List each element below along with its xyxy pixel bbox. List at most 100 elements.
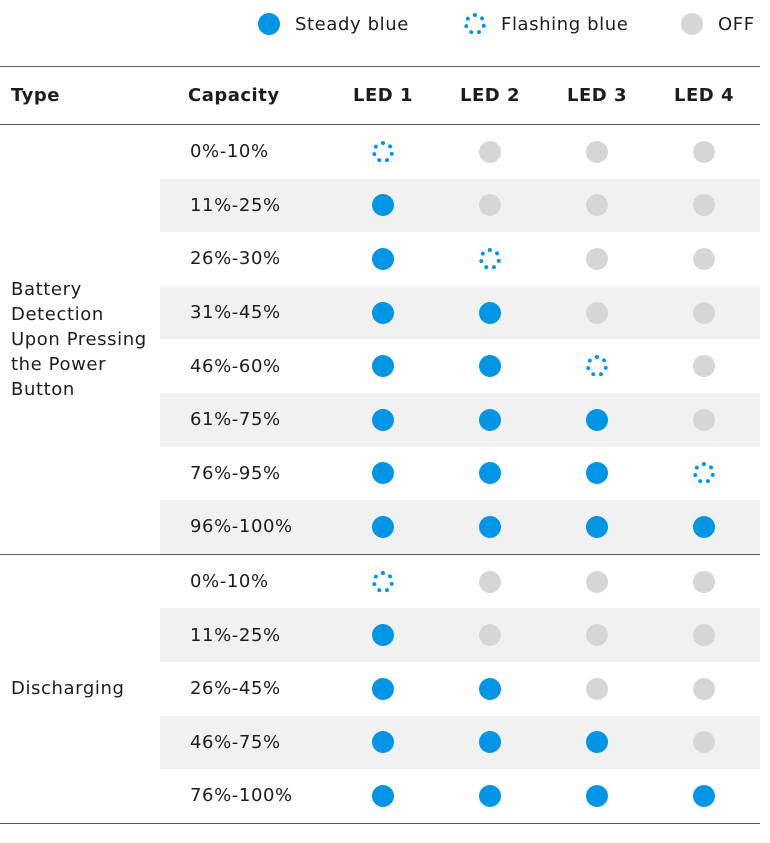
capacity-cell: 11%-25% bbox=[190, 624, 281, 646]
off-icon bbox=[693, 677, 715, 700]
led2-cell bbox=[460, 179, 520, 233]
table-row: 46%-75% bbox=[160, 715, 760, 770]
capacity-cell: 26%-45% bbox=[190, 678, 281, 700]
led3-cell bbox=[567, 662, 627, 716]
off-icon bbox=[693, 570, 715, 593]
led4-cell bbox=[674, 393, 734, 447]
off-icon bbox=[586, 570, 608, 593]
off-icon bbox=[479, 570, 501, 593]
led3-cell bbox=[567, 179, 627, 233]
off-icon bbox=[586, 677, 608, 700]
capacity-cell: 11%-25% bbox=[190, 194, 281, 216]
steady-blue-icon bbox=[479, 301, 501, 324]
led1-cell bbox=[353, 179, 413, 233]
off-icon bbox=[586, 140, 608, 163]
steady-blue-icon bbox=[372, 462, 394, 485]
off-icon bbox=[693, 408, 715, 431]
off-icon bbox=[586, 247, 608, 270]
capacity-cell: 96%-100% bbox=[190, 516, 293, 538]
steady-blue-icon bbox=[693, 784, 715, 807]
led3-cell bbox=[567, 716, 627, 770]
table-group: Battery Detection Upon Pressing the Powe… bbox=[0, 125, 760, 555]
steady-blue-icon bbox=[372, 408, 394, 431]
flashing-blue-icon bbox=[586, 355, 608, 378]
led1-cell bbox=[353, 716, 413, 770]
led2-cell bbox=[460, 608, 520, 662]
off-icon bbox=[479, 194, 501, 217]
led1-cell bbox=[353, 555, 413, 609]
table-row: 26%-45% bbox=[160, 662, 760, 716]
led2-cell bbox=[460, 125, 520, 179]
off-icon bbox=[693, 355, 715, 378]
table-row: 31%-45% bbox=[160, 285, 760, 340]
led4-cell bbox=[674, 716, 734, 770]
led2-cell bbox=[460, 500, 520, 554]
steady-blue-icon bbox=[586, 515, 608, 538]
off-icon bbox=[693, 247, 715, 270]
flashing-blue-icon bbox=[464, 13, 486, 35]
flashing-blue-icon bbox=[479, 247, 501, 270]
led4-cell bbox=[674, 179, 734, 233]
capacity-cell: 31%-45% bbox=[190, 302, 281, 324]
steady-blue-icon bbox=[586, 731, 608, 754]
steady-blue-icon bbox=[479, 355, 501, 378]
led1-cell bbox=[353, 232, 413, 286]
led3-cell bbox=[567, 286, 627, 340]
capacity-cell: 46%-75% bbox=[190, 731, 281, 753]
steady-blue-icon bbox=[372, 194, 394, 217]
led2-cell bbox=[460, 286, 520, 340]
led2-cell bbox=[460, 555, 520, 609]
steady-blue-icon bbox=[586, 462, 608, 485]
legend-flashing: Flashing blue bbox=[464, 10, 628, 38]
header-led3: LED 3 bbox=[567, 85, 627, 106]
capacity-cell: 76%-95% bbox=[190, 462, 281, 484]
steady-blue-icon bbox=[479, 462, 501, 485]
table-row: 11%-25% bbox=[160, 178, 760, 233]
steady-blue-icon bbox=[372, 515, 394, 538]
capacity-cell: 76%-100% bbox=[190, 785, 293, 807]
led3-cell bbox=[567, 500, 627, 554]
led4-cell bbox=[674, 447, 734, 501]
led1-cell bbox=[353, 393, 413, 447]
table-header: Type Capacity LED 1 LED 2 LED 3 LED 4 bbox=[0, 66, 760, 125]
led2-cell bbox=[460, 716, 520, 770]
legend-steady: Steady blue bbox=[258, 10, 409, 38]
type-cell: Discharging bbox=[11, 678, 125, 700]
off-icon bbox=[479, 624, 501, 647]
legend-flashing-label: Flashing blue bbox=[501, 13, 629, 35]
led1-cell bbox=[353, 500, 413, 554]
steady-blue-icon bbox=[479, 515, 501, 538]
table-row: 76%-100% bbox=[160, 769, 760, 823]
led3-cell bbox=[567, 339, 627, 393]
table-row: 0%-10% bbox=[160, 125, 760, 179]
led1-cell bbox=[353, 769, 413, 823]
led2-cell bbox=[460, 232, 520, 286]
legend-steady-label: Steady blue bbox=[295, 13, 409, 35]
led-status-table: Type Capacity LED 1 LED 2 LED 3 LED 4 Ba… bbox=[0, 66, 760, 824]
steady-blue-icon bbox=[372, 784, 394, 807]
led1-cell bbox=[353, 608, 413, 662]
table-row: 0%-10% bbox=[160, 555, 760, 609]
type-cell: Battery Detection Upon Pressing the Powe… bbox=[11, 278, 147, 400]
led1-cell bbox=[353, 447, 413, 501]
steady-blue-icon bbox=[479, 677, 501, 700]
led3-cell bbox=[567, 769, 627, 823]
table-group: Discharging 0%-10% 11%-25% 26%-45% 46%-75% 76… bbox=[0, 555, 760, 824]
steady-blue-icon bbox=[258, 13, 280, 35]
steady-blue-icon bbox=[372, 624, 394, 647]
steady-blue-icon bbox=[479, 408, 501, 431]
led1-cell bbox=[353, 662, 413, 716]
led4-cell bbox=[674, 339, 734, 393]
legend-off-label: OFF bbox=[718, 13, 755, 35]
off-icon bbox=[681, 13, 703, 35]
off-icon bbox=[693, 140, 715, 163]
header-led4: LED 4 bbox=[674, 85, 734, 106]
led4-cell bbox=[674, 769, 734, 823]
table-row: 61%-75% bbox=[160, 392, 760, 447]
led4-cell bbox=[674, 286, 734, 340]
header-led1: LED 1 bbox=[353, 85, 413, 106]
steady-blue-icon bbox=[372, 355, 394, 378]
led4-cell bbox=[674, 555, 734, 609]
led3-cell bbox=[567, 608, 627, 662]
led2-cell bbox=[460, 393, 520, 447]
